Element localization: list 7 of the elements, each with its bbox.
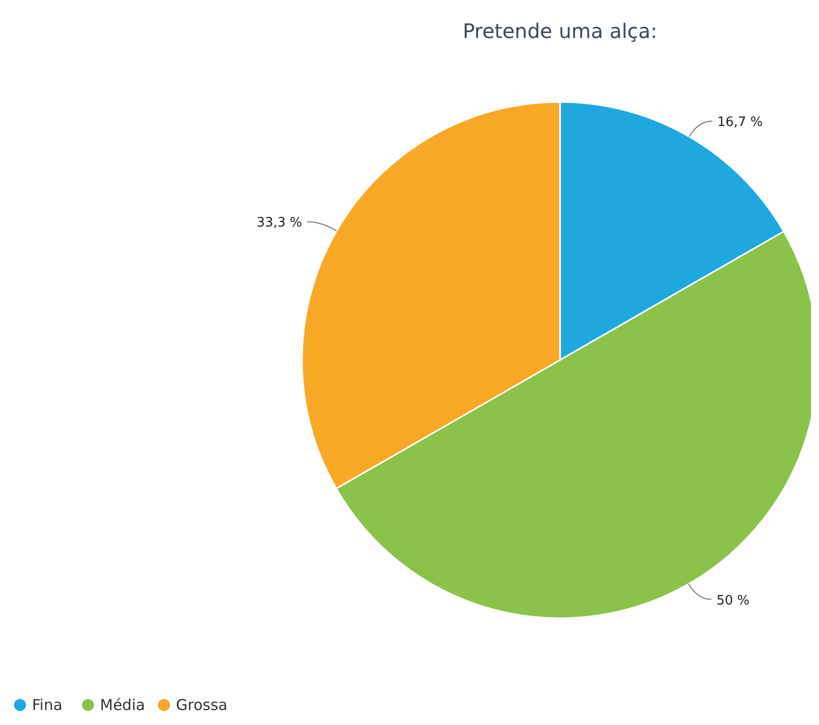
data-label: 16,7 % xyxy=(717,115,763,130)
legend-label: Grossa xyxy=(176,696,228,714)
legend-label: Fina xyxy=(32,696,62,714)
chart-title: Pretende uma alça: xyxy=(462,19,658,43)
data-label: 50 % xyxy=(716,593,750,608)
legend-label: Média xyxy=(100,696,146,714)
data-label: 33,3 % xyxy=(256,216,302,231)
